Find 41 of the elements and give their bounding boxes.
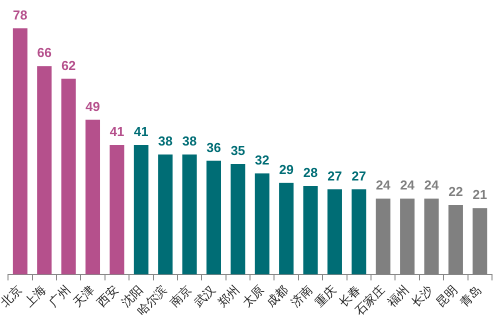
bar: [327, 189, 342, 274]
x-tick-label: 北京: [0, 282, 24, 310]
data-label: 49: [86, 98, 100, 114]
data-label: 24: [376, 178, 392, 193]
x-tick-label: 南京: [167, 282, 194, 310]
bar: [61, 78, 76, 274]
data-label: 36: [206, 140, 221, 155]
bar: [12, 28, 28, 274]
data-label: 38: [182, 134, 197, 149]
data-label: 32: [254, 152, 270, 168]
x-tick-label: 上海: [22, 282, 49, 310]
data-label: 27: [327, 168, 342, 184]
data-label: 21: [472, 187, 488, 202]
bar: [37, 66, 52, 274]
data-label: 29: [279, 162, 294, 177]
bar: [182, 154, 197, 274]
bar: [134, 145, 148, 274]
bar: [158, 154, 173, 274]
data-label: 24: [400, 178, 416, 193]
data-label: 22: [448, 184, 463, 200]
data-label: 66: [37, 45, 52, 60]
bar: [206, 160, 221, 274]
data-label: 38: [158, 134, 173, 149]
bar: [303, 186, 318, 274]
x-tick-label: 重庆: [312, 282, 340, 310]
data-label: 28: [303, 165, 318, 180]
bar: [110, 145, 124, 274]
x-tick-label: 广州: [46, 282, 73, 310]
x-tick-label: 太原: [240, 282, 266, 310]
bar: [352, 189, 366, 274]
data-label: 78: [12, 7, 28, 22]
data-label: 35: [230, 143, 246, 158]
bar: [230, 164, 246, 274]
data-label: 41: [110, 124, 124, 140]
bar: [279, 182, 294, 274]
bar: [254, 173, 270, 274]
bar: [86, 120, 100, 274]
data-label: 24: [424, 178, 440, 193]
data-label: 27: [352, 168, 366, 184]
data-label: 41: [134, 124, 148, 140]
data-label: 62: [61, 58, 76, 73]
